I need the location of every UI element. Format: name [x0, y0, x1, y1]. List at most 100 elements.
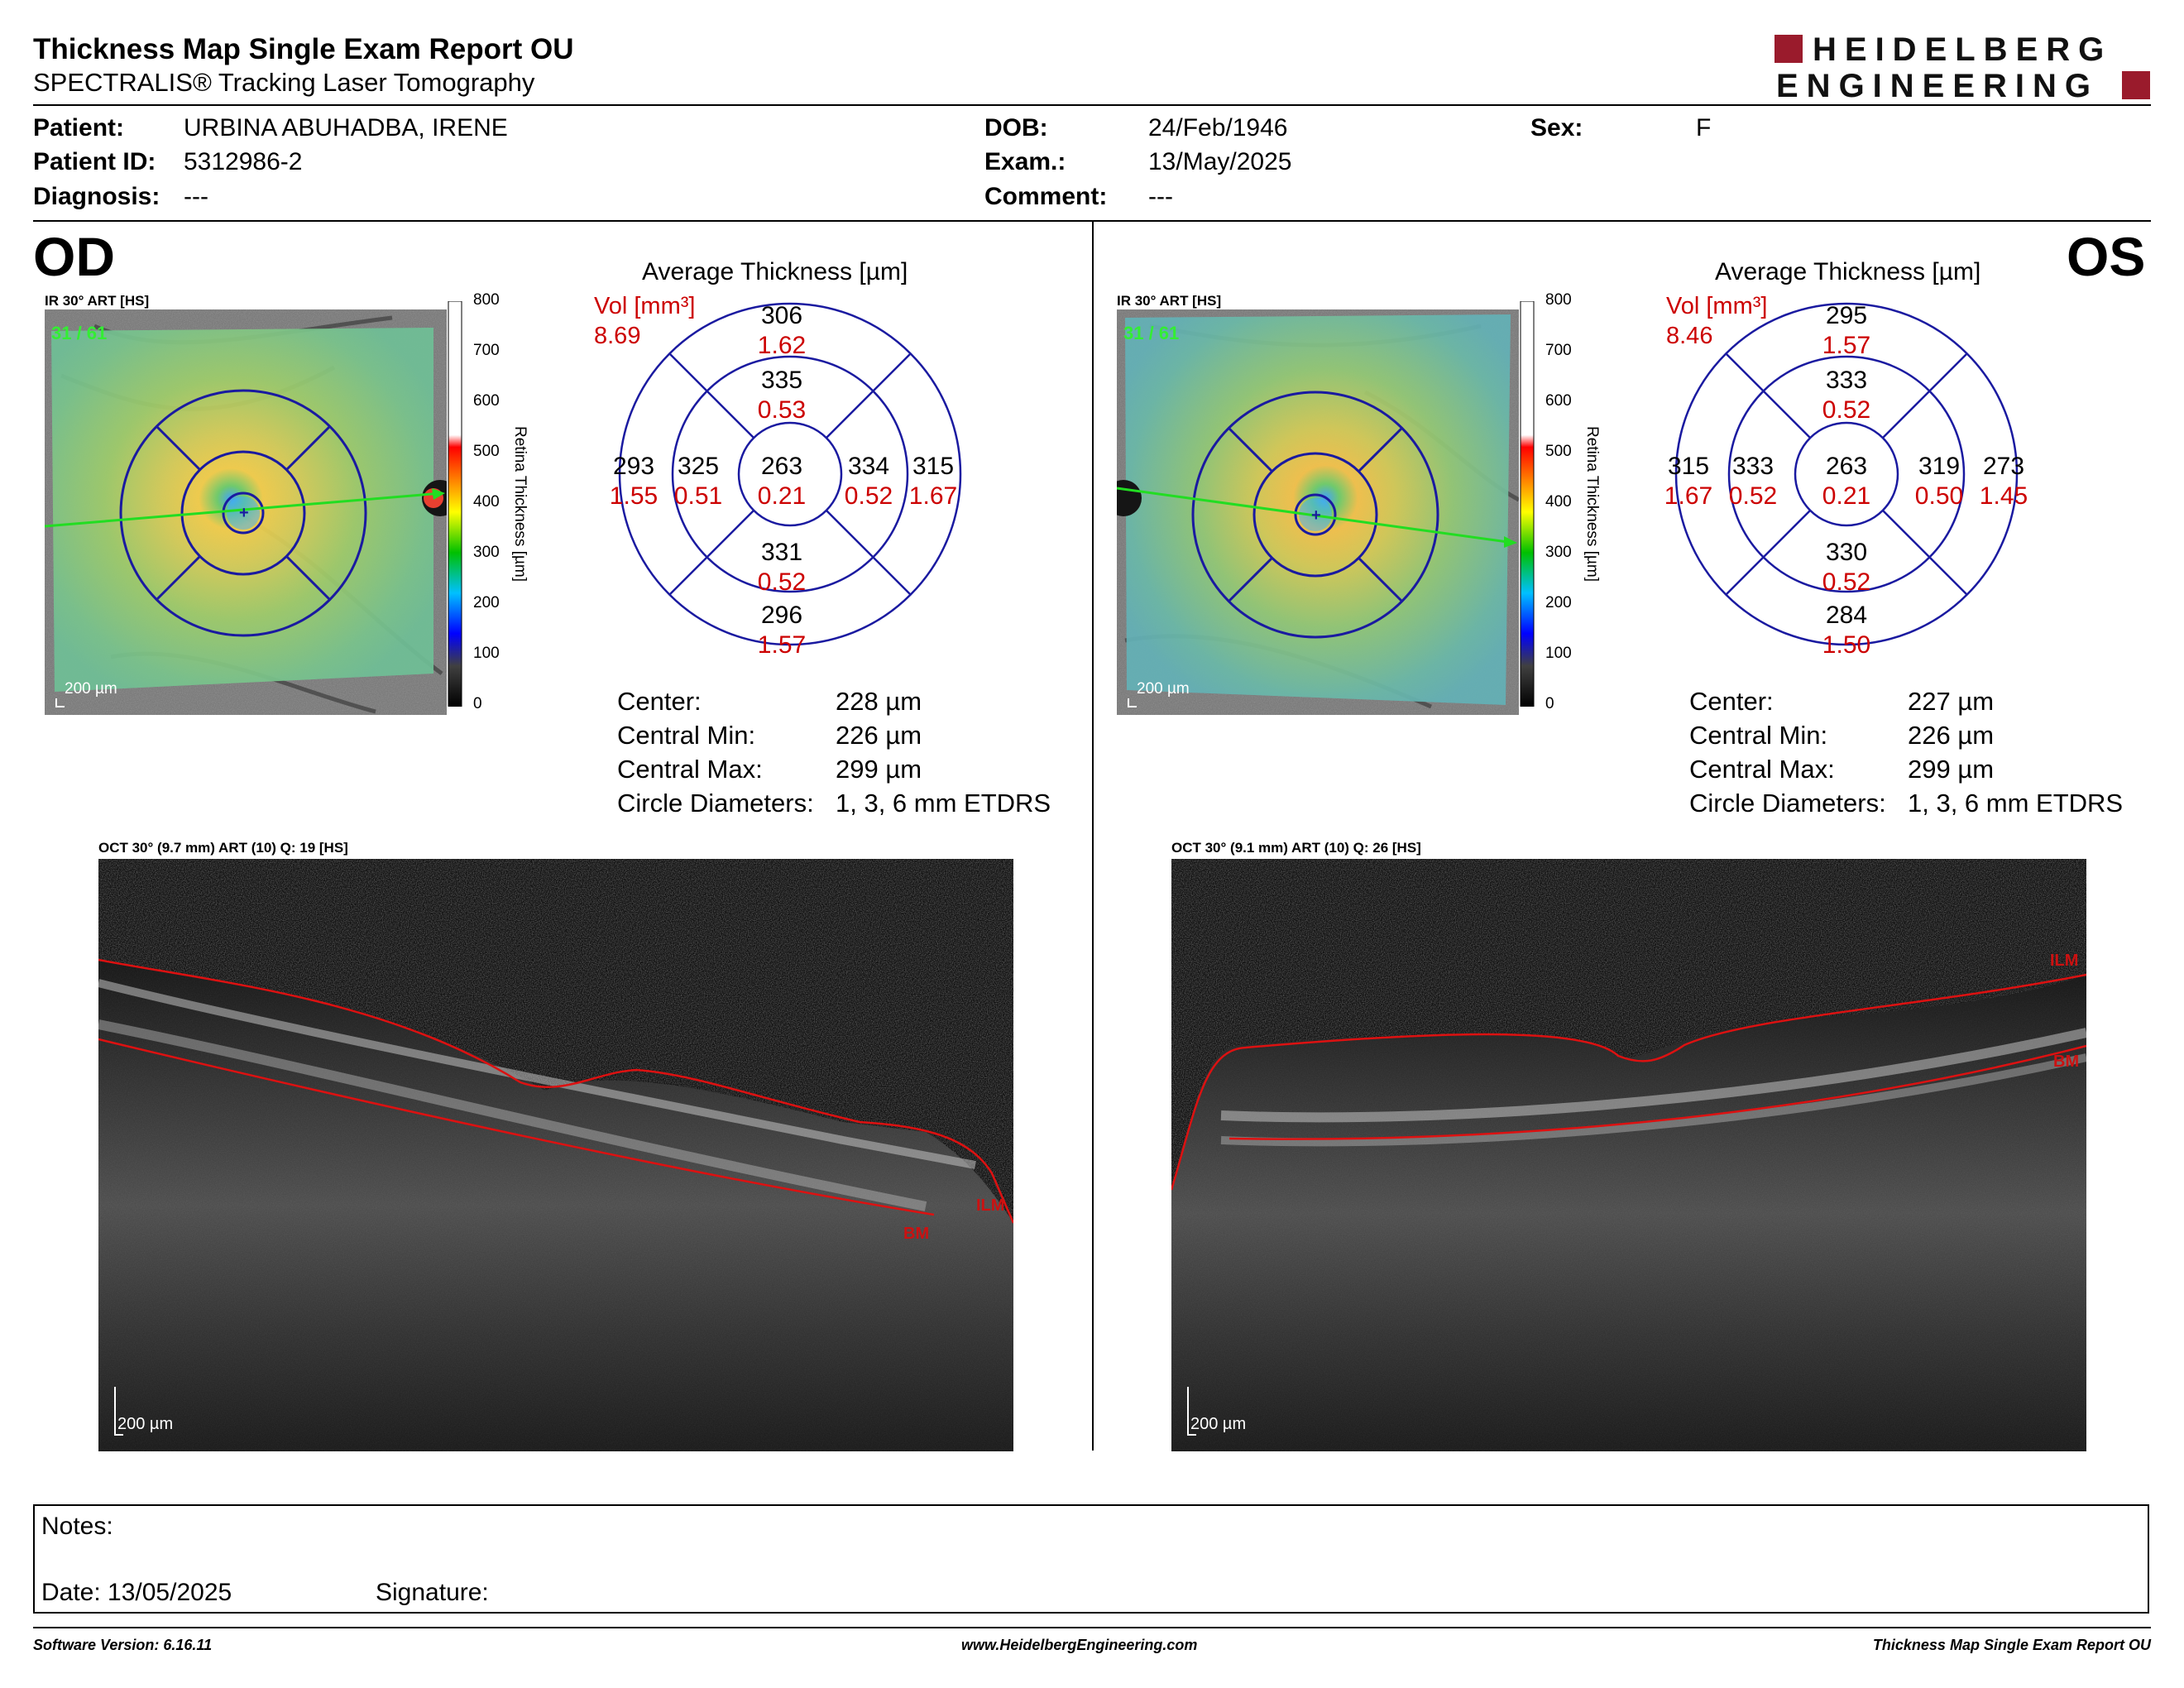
os-oct-bscan — [1171, 859, 2086, 1451]
od-ir-scalebar-label: 200 µm — [65, 680, 117, 698]
footer-software-version: Software Version: 6.16.11 — [33, 1637, 213, 1653]
od-stat-label: Central Min: — [617, 721, 756, 750]
volume-value: 1.55 — [609, 482, 659, 510]
footer-website-link[interactable]: www.HeidelbergEngineering.com — [961, 1637, 1198, 1653]
dob-value: 24/Feb/1946 — [1148, 114, 1288, 141]
footer-report-name: Thickness Map Single Exam Report OU — [1872, 1637, 2151, 1653]
volume-value: 1.45 — [1979, 482, 2028, 510]
header-divider — [33, 104, 2151, 106]
os-scale-label: Retina Thickness [µm] — [1583, 426, 1601, 582]
thickness-value: 330 — [1825, 539, 1868, 566]
thickness-value: 263 — [760, 453, 803, 480]
os-scale-tick: 700 — [1545, 342, 1572, 359]
dob-label: DOB: — [984, 114, 1048, 141]
exam-value: 13/May/2025 — [1148, 148, 1292, 175]
od-stat-label: Center: — [617, 687, 702, 716]
os-stat-value: 226 µm — [1908, 721, 1995, 750]
od-stat-value: 226 µm — [836, 721, 922, 750]
os-sector-outer-superior: 295 1.57 — [1813, 301, 1880, 361]
volume-value: 0.52 — [1822, 396, 1871, 424]
diagnosis-label: Diagnosis: — [33, 183, 160, 210]
os-scale-tick: 100 — [1545, 645, 1572, 662]
patient-label: Patient: — [33, 114, 125, 141]
od-ir-caption: IR 30° ART [HS] — [45, 293, 150, 309]
svg-text:+: + — [239, 504, 249, 522]
od-stat-value: 1, 3, 6 mm ETDRS — [836, 789, 1051, 818]
os-sector-inner-left: 333 0.52 — [1720, 452, 1786, 511]
exam-label: Exam.: — [984, 148, 1066, 175]
od-scale-label: Retina Thickness [µm] — [511, 426, 529, 582]
od-sector-inner-superior: 335 0.53 — [749, 366, 815, 425]
od-scale-tick: 200 — [473, 594, 500, 611]
os-panel: OS IR 30° ART [HS] + 31 / 61 200 µm 800 … — [1075, 0, 2167, 1456]
thickness-value: 335 — [760, 367, 803, 394]
volume-value: 0.52 — [757, 568, 807, 596]
patient-divider — [33, 220, 2151, 222]
od-scale-tick: 800 — [473, 291, 500, 309]
od-panel: OD IR 30° ART [HS] + 31 / 61 200 µm 800 … — [0, 0, 1092, 1456]
thickness-value: 263 — [1825, 453, 1868, 480]
os-sector-outer-inferior: 284 1.50 — [1813, 601, 1880, 660]
od-thickness-color-scale — [448, 301, 462, 707]
os-stat-label: Central Max: — [1689, 755, 1835, 784]
logo-text-line2: ENGINEERING — [1776, 68, 2100, 104]
os-etdrs-title: Average Thickness [µm] — [1715, 258, 1981, 285]
os-scan-counter: 31 / 61 — [1123, 323, 1180, 343]
thickness-value: 315 — [1667, 453, 1710, 480]
comment-value: --- — [1148, 183, 1173, 210]
thickness-value: 333 — [1731, 453, 1774, 480]
heidelberg-logo: HEIDELBERG ENGINEERING — [1774, 31, 2155, 103]
patient-name: URBINA ABUHADBA, IRENE — [184, 114, 508, 141]
os-scale-tick: 0 — [1545, 695, 1554, 712]
os-scale-tick: 200 — [1545, 594, 1572, 611]
os-scale-tick: 800 — [1545, 291, 1572, 309]
os-stat-value: 227 µm — [1908, 687, 1995, 716]
od-scale-tick: 400 — [473, 493, 500, 511]
os-sector-inner-right: 319 0.50 — [1906, 452, 1972, 511]
volume-value: 1.67 — [1664, 482, 1713, 510]
os-ilm-label: ILM — [2050, 952, 2079, 970]
thickness-value: 273 — [1982, 453, 2025, 480]
od-scale-tick: 500 — [473, 443, 500, 460]
thickness-value: 325 — [677, 453, 720, 480]
od-etdrs-grid — [618, 302, 962, 646]
os-scale-tick: 600 — [1545, 392, 1572, 410]
od-scale-tick: 0 — [473, 695, 482, 712]
os-bm-label: BM — [2053, 1053, 2080, 1071]
od-scale-tick: 300 — [473, 544, 500, 561]
volume-value: 0.50 — [1914, 482, 1964, 510]
thickness-value: 295 — [1825, 302, 1868, 329]
os-eye-label: OS — [2067, 226, 2146, 287]
od-fundus-thickness-map: + — [45, 309, 447, 715]
volume-value: 0.52 — [844, 482, 893, 510]
volume-value: 0.21 — [757, 482, 807, 510]
signature-label: Signature: — [376, 1579, 489, 1606]
thickness-value: 306 — [760, 302, 803, 329]
os-sector-inner-inferior: 330 0.52 — [1813, 538, 1880, 597]
od-sector-inner-left: 325 0.51 — [665, 452, 731, 511]
volume-value: 0.52 — [1822, 568, 1871, 596]
comment-label: Comment: — [984, 183, 1108, 210]
patient-id-label: Patient ID: — [33, 148, 156, 175]
report-subtitle: SPECTRALIS® Tracking Laser Tomography — [33, 68, 535, 97]
os-stat-label: Center: — [1689, 687, 1774, 716]
os-scale-tick: 300 — [1545, 544, 1572, 561]
volume-value: 0.52 — [1728, 482, 1778, 510]
os-thickness-color-scale — [1520, 301, 1535, 707]
thickness-value: 333 — [1825, 367, 1868, 394]
os-stat-value: 299 µm — [1908, 755, 1995, 784]
patient-id-value: 5312986-2 — [184, 148, 303, 175]
logo-square-top — [1774, 35, 1803, 63]
report-title: Thickness Map Single Exam Report OU — [33, 33, 574, 65]
volume-value: 1.62 — [757, 332, 807, 359]
od-bm-label: BM — [903, 1225, 930, 1243]
os-sector-inner-superior: 333 0.52 — [1813, 366, 1880, 425]
od-sector-outer-inferior: 296 1.57 — [749, 601, 815, 660]
os-oct-caption: OCT 30° (9.1 mm) ART (10) Q: 26 [HS] — [1171, 840, 1421, 856]
od-etdrs-title: Average Thickness [µm] — [642, 258, 908, 285]
volume-value: 0.53 — [757, 396, 807, 424]
logo-square-bottom — [2122, 71, 2150, 99]
thickness-value: 315 — [912, 453, 955, 480]
od-stat-label: Central Max: — [617, 755, 763, 784]
notes-box[interactable]: Notes: Date: 13/05/2025 Signature: — [33, 1504, 2149, 1614]
